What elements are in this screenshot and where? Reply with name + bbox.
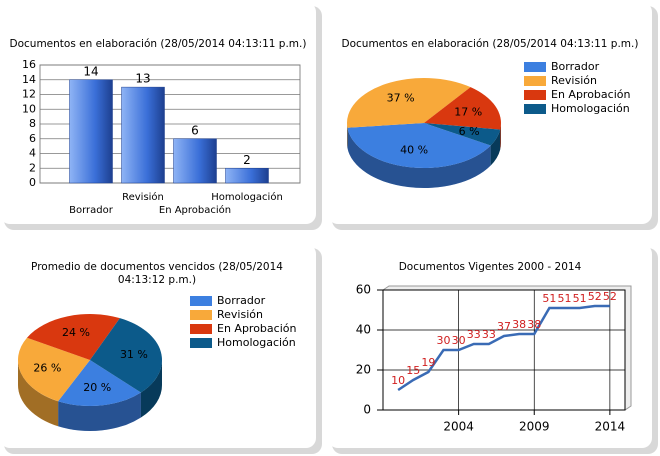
data-label: 15 <box>406 364 420 377</box>
pie-side <box>58 392 141 431</box>
pie-side <box>500 123 501 150</box>
x-tick-label: En Aprobación <box>159 204 231 216</box>
y-tick-label: 12 <box>22 88 36 101</box>
pie-side <box>490 129 501 166</box>
bar <box>69 79 113 184</box>
data-label: 33 <box>482 328 496 341</box>
data-label: 52 <box>603 290 617 303</box>
pie-slice <box>27 314 120 360</box>
pie-side-shade <box>490 129 501 166</box>
x-tick-label: 2009 <box>519 420 550 434</box>
data-label: 31 % <box>120 348 148 361</box>
legend-swatch <box>190 310 212 320</box>
data-label: 19 <box>421 356 435 369</box>
pie-side <box>140 360 162 418</box>
pie-slice <box>424 87 501 130</box>
y-tick-label: 40 <box>356 323 371 337</box>
legend-label: En Aprobación <box>551 88 630 101</box>
legend-label: Borrador <box>217 294 266 307</box>
pie-slice <box>347 123 491 169</box>
pie-slice <box>424 123 501 146</box>
data-label: 38 <box>512 318 526 331</box>
line <box>397 304 610 392</box>
data-label: 2 <box>243 153 251 167</box>
data-label: 6 <box>191 123 199 137</box>
x-tick-label: Homologación <box>211 191 283 203</box>
data-label: 51 <box>558 292 572 305</box>
pie-side-shade <box>500 123 501 150</box>
y-tick-label: 20 <box>356 363 371 377</box>
data-label: 38 <box>527 318 541 331</box>
legend-swatch <box>190 324 212 334</box>
bar <box>225 168 269 184</box>
data-label: 52 <box>588 290 602 303</box>
y-tick-label: 0 <box>29 176 36 189</box>
legend-label: Revisión <box>217 308 263 321</box>
plot-area <box>382 289 626 411</box>
pie-slice <box>58 360 141 406</box>
data-label: 30 <box>452 334 466 347</box>
data-label: 10 <box>391 374 405 387</box>
pie-slice <box>347 77 471 128</box>
pie-side-shade <box>18 360 59 427</box>
data-label: 13 <box>135 72 150 86</box>
y-tick-label: 2 <box>29 161 36 174</box>
pie-side-shade <box>347 127 491 189</box>
data-label: 24 % <box>62 326 90 339</box>
bar <box>121 86 165 184</box>
y-tick-label: 0 <box>363 403 371 417</box>
x-tick-label: Revisión <box>122 191 164 203</box>
legend-swatch <box>524 104 546 114</box>
chart-title: Documentos en elaboración (28/05/2014 04… <box>341 38 639 50</box>
legend-label: Homologación <box>551 102 630 115</box>
legend-swatch <box>524 90 546 100</box>
y-tick-label: 60 <box>356 283 371 297</box>
chart-title: Promedio de documentos vencidos (28/05/2… <box>31 261 283 286</box>
pie-slice <box>17 337 91 402</box>
pie-side-shade <box>140 360 162 418</box>
pie-side-shade <box>58 392 141 431</box>
pie-side <box>347 127 491 189</box>
legend-label: Revisión <box>551 74 597 87</box>
pie-side <box>18 360 59 427</box>
chart-title: Documentos en elaboración (28/05/2014 04… <box>9 38 307 50</box>
y-tick-label: 14 <box>22 73 36 86</box>
data-label: 33 <box>467 328 481 341</box>
data-label: 51 <box>573 292 587 305</box>
data-label: 37 <box>497 320 511 333</box>
data-label: 37 % <box>387 92 415 105</box>
y-tick-label: 6 <box>29 132 36 145</box>
legend-swatch <box>524 76 546 86</box>
data-label: 26 % <box>33 362 61 375</box>
legend-swatch <box>190 296 212 306</box>
y-tick-label: 16 <box>22 58 36 71</box>
data-label: 6 % <box>459 125 480 138</box>
legend-label: Homologación <box>217 336 296 349</box>
chart-title: Documentos Vigentes 2000 - 2014 <box>398 261 582 273</box>
legend-swatch <box>524 62 546 72</box>
pie-slice <box>90 318 162 393</box>
y-tick-label: 10 <box>22 102 36 115</box>
data-label: 40 % <box>400 143 428 156</box>
legend-swatch <box>190 338 212 348</box>
x-tick-label: Borrador <box>69 205 114 216</box>
bar <box>173 138 217 184</box>
x-tick-label: 2014 <box>595 420 626 434</box>
x-tick-label: 2004 <box>443 420 474 434</box>
y-tick-label: 4 <box>29 147 36 160</box>
data-label: 17 % <box>454 105 482 118</box>
legend-label: En Aprobación <box>217 322 296 335</box>
data-label: 20 % <box>83 381 111 394</box>
data-label: 51 <box>542 292 556 305</box>
data-label: 14 <box>83 64 98 78</box>
y-tick-label: 8 <box>29 117 36 130</box>
data-label: 30 <box>437 334 451 347</box>
legend-label: Borrador <box>551 60 600 73</box>
